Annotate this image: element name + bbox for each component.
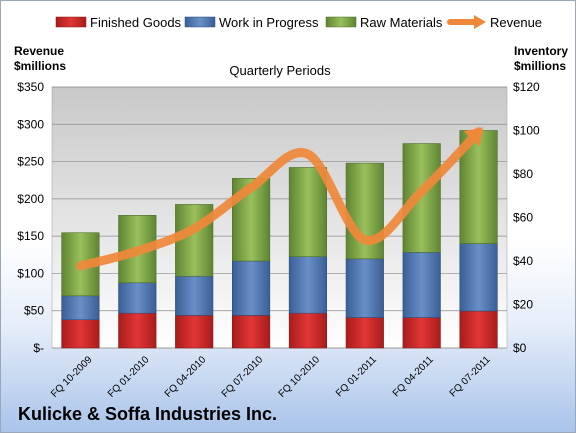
left-axis-tick-label: $100 — [17, 266, 44, 280]
bar-finished-goods — [345, 317, 384, 349]
bar-raw-materials — [402, 143, 441, 253]
legend-label-raw-materials: Raw Materials — [360, 15, 443, 30]
left-axis-tick-label: $- — [33, 341, 44, 355]
left-axis-tick-label: $50 — [24, 304, 44, 318]
legend-item-raw-materials: Raw Materials — [325, 15, 443, 30]
bar-work-in-progress — [231, 260, 271, 316]
bar-work-in-progress — [345, 258, 384, 318]
right-axis-tick-label: $20 — [513, 298, 533, 312]
right-axis-tick-label: $100 — [513, 124, 540, 138]
bar-finished-goods — [288, 312, 328, 349]
revenue-line — [75, 127, 484, 271]
right-axis-tick-label: $80 — [513, 167, 533, 181]
left-axis-ticks: $- $50 $100 $150 $200 $250 $300 $350 — [17, 80, 44, 355]
bar-finished-goods — [175, 315, 214, 349]
chart-title: Quarterly Periods — [229, 63, 331, 78]
bar-work-in-progress — [118, 282, 157, 314]
x-axis-tick-label: FQ 01-2010 — [106, 354, 152, 400]
right-axis-tick-label: $40 — [513, 254, 533, 268]
right-axis-tick-label: $0 — [513, 341, 527, 355]
x-axis-ticks: FQ 10-2009 FQ 01-2010 FQ 04-2010 FQ 07-2010… — [49, 354, 493, 400]
right-axis-ticks: $0 $20 $40 $60 $80 $100 $120 — [513, 80, 540, 355]
x-axis-tick-label: FQ 10-2010 — [277, 354, 323, 400]
right-axis-title-line2: $millions — [514, 59, 566, 73]
x-axis-tick-label: FQ 04-2010 — [163, 354, 209, 400]
legend-item-finished-goods: Finished Goods — [55, 15, 182, 30]
legend-label-revenue: Revenue — [490, 15, 542, 30]
legend-swatch-revenue-arrowhead — [474, 15, 486, 29]
left-axis-title-line2: $millions — [14, 59, 66, 73]
left-axis-tick-label: $300 — [17, 117, 44, 131]
x-axis-tick-label: FQ 01-2011 — [334, 354, 379, 399]
legend-label-work-in-progress: Work in Progress — [219, 15, 319, 30]
bar-work-in-progress — [61, 295, 100, 321]
company-name: Kulicke & Soffa Industries Inc. — [18, 404, 278, 424]
left-axis-tick-label: $200 — [17, 192, 44, 206]
legend-swatch-work-in-progress — [184, 16, 216, 28]
bar-finished-goods — [402, 317, 441, 349]
bar-work-in-progress — [175, 275, 214, 316]
x-axis-tick-label: FQ 04-2011 — [391, 354, 436, 399]
right-axis-title-line1: Inventory — [514, 44, 568, 58]
left-axis-tick-label: $150 — [17, 229, 44, 243]
legend-item-revenue: Revenue — [447, 15, 542, 30]
x-axis-tick-label: FQ 10-2009 — [49, 354, 95, 400]
left-axis-tick-label: $350 — [17, 80, 44, 94]
left-axis-title-line1: Revenue — [14, 44, 64, 58]
revenue-line-group — [75, 127, 484, 271]
legend-label-finished-goods: Finished Goods — [90, 15, 182, 30]
bar-work-in-progress — [459, 243, 498, 312]
legend-swatch-finished-goods — [55, 16, 87, 28]
bar-raw-materials — [288, 167, 328, 257]
bar-finished-goods — [459, 310, 498, 349]
bar-finished-goods — [231, 315, 271, 349]
bar-finished-goods — [61, 319, 100, 349]
legend-item-work-in-progress: Work in Progress — [184, 15, 319, 30]
right-axis-tick-label: $120 — [513, 80, 540, 94]
x-axis-tick-label: FQ 07-2010 — [220, 354, 266, 400]
bar-finished-goods — [118, 312, 157, 349]
x-axis-tick-label: FQ 07-2011 — [448, 354, 493, 399]
legend: Finished Goods Work in Progress Raw Mate… — [55, 15, 542, 30]
bar-work-in-progress — [402, 252, 441, 318]
right-axis-tick-label: $60 — [513, 211, 533, 225]
bar-work-in-progress — [288, 256, 328, 314]
left-axis-tick-label: $250 — [17, 155, 44, 169]
revenue-arrowhead — [463, 127, 483, 147]
legend-swatch-raw-materials — [325, 16, 357, 28]
